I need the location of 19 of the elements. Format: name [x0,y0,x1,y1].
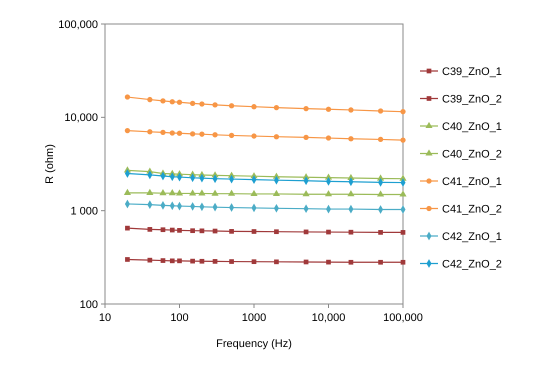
y-tick-label: 100 [80,298,98,311]
y-tick-label: 10,000 [64,112,98,124]
legend-label: C41_ZnO_2 [442,203,502,216]
y-tick-label: 1 000 [70,206,98,218]
legend-label: C39_ZnO_2 [442,93,502,106]
x-tick-label: 100,000 [383,312,423,324]
legend-label: C42_ZnO_1 [442,230,502,243]
legend-label: C40_ZnO_1 [442,120,502,133]
x-tick-label: 1000 [242,312,266,324]
x-tick-label: 10,000 [312,312,346,324]
legend-label: C41_ZnO_1 [442,176,502,188]
legend-label: C40_ZnO_2 [442,148,502,160]
x-tick-label: 10 [98,312,112,324]
y-tick-label: 100,000 [58,18,98,31]
y-axis-title: R (ohm) [44,144,56,184]
legend-label: C39_ZnO_1 [442,66,502,78]
x-axis-title: Frequency (Hz) [216,338,292,350]
legend-label: C42_ZnO_2 [442,258,502,270]
x-tick-label: 100 [170,312,189,324]
